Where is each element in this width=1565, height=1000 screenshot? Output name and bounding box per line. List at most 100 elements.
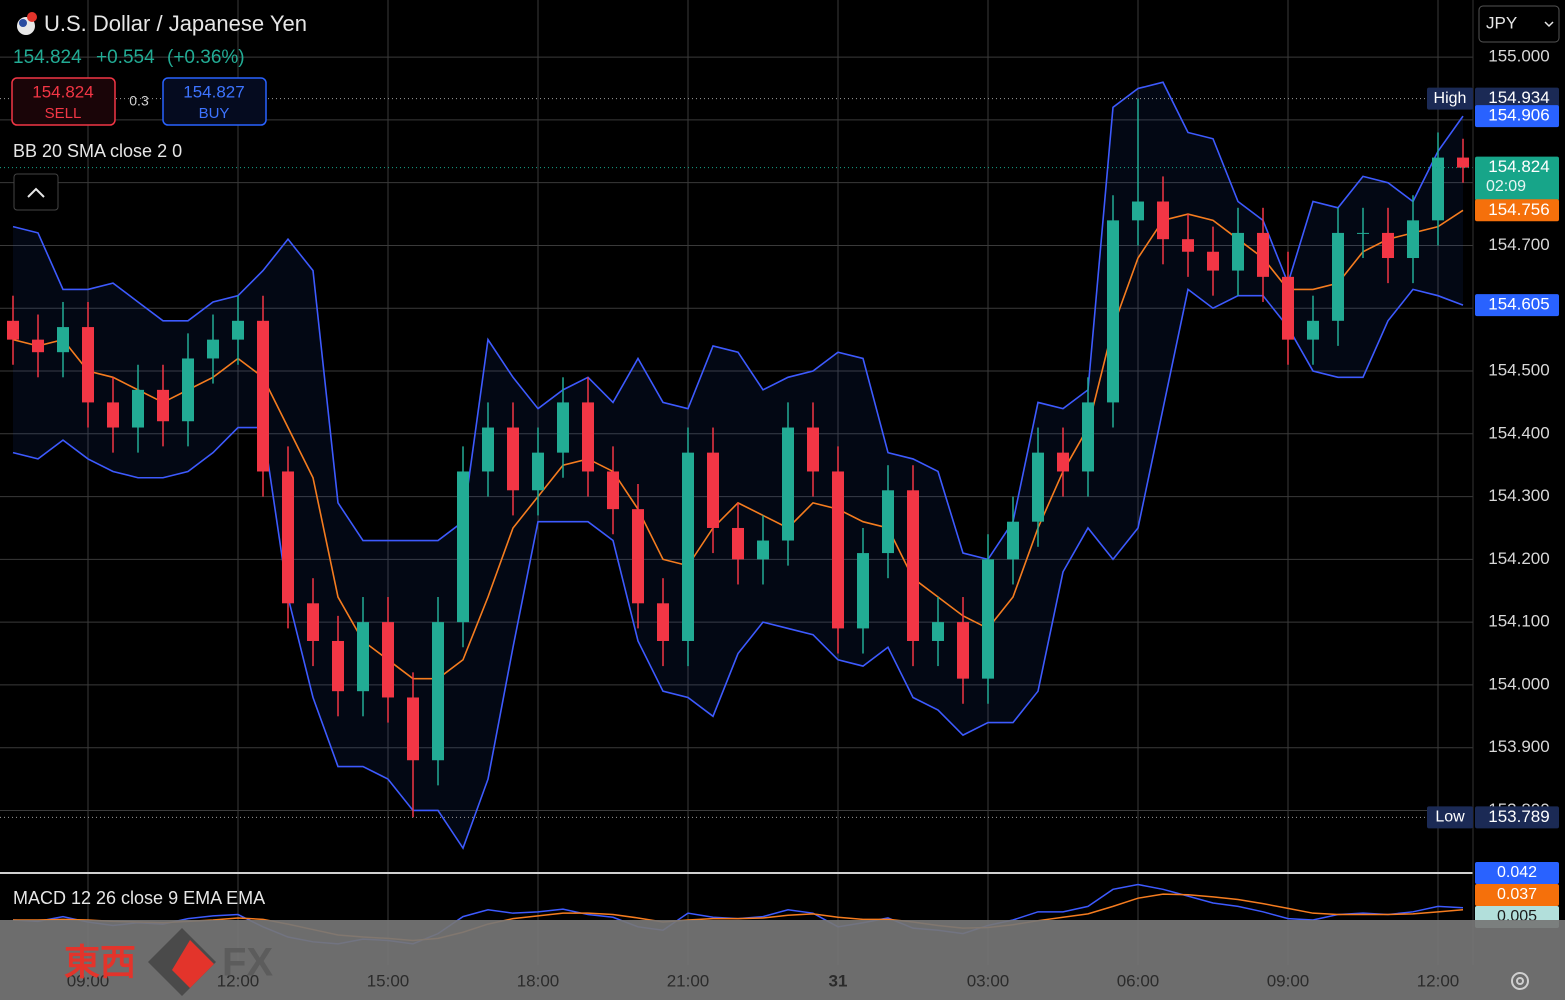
candle-body [707, 452, 719, 528]
candle-body [1407, 220, 1419, 259]
candle-body [582, 402, 594, 472]
y-tick-label: 155.000 [1488, 47, 1549, 66]
y-tick-label: 153.900 [1488, 737, 1549, 756]
candle-body [357, 622, 369, 692]
y-tick-label: 154.300 [1488, 486, 1549, 505]
candle-body [232, 320, 244, 340]
sell-price: 154.824 [32, 82, 93, 101]
candle-body [1257, 232, 1269, 277]
watermark-logo [148, 928, 216, 996]
candle-body [1157, 201, 1169, 240]
candle-body [1282, 276, 1294, 340]
candle-body [782, 427, 794, 541]
candle-body [957, 622, 969, 679]
flag-icon [17, 12, 37, 35]
y-tick-label: 154.200 [1488, 549, 1549, 568]
candle-body [732, 527, 744, 560]
price-label-box [1475, 806, 1559, 829]
settings-button[interactable] [1511, 972, 1529, 990]
y-tick-label: 154.100 [1488, 612, 1549, 631]
x-tick-label: 31 [829, 971, 848, 990]
candle-body [1132, 201, 1144, 221]
candle-body [1432, 157, 1444, 221]
candle-body [257, 320, 269, 472]
candle-body [107, 402, 119, 428]
candle-body [1057, 452, 1069, 472]
candle-body [1082, 402, 1094, 472]
candle-body [1232, 232, 1244, 271]
candle-body [632, 509, 644, 604]
x-tick-label: 18:00 [517, 971, 560, 990]
candle-body [457, 471, 469, 623]
buy-price: 154.827 [183, 82, 244, 101]
price-label-box [1475, 294, 1559, 317]
x-tick-label: 06:00 [1117, 971, 1160, 990]
price-label: 154.824 [1488, 157, 1549, 176]
candle-body [857, 553, 869, 629]
macd-readout: 0.042 [1497, 864, 1537, 881]
candle-body [482, 427, 494, 472]
candle-body [932, 622, 944, 641]
x-tick-label: 09:00 [67, 971, 110, 990]
candle-body [32, 339, 44, 353]
price-change-pct: (+0.36%) [167, 47, 245, 68]
x-tick-label: 12:00 [217, 971, 260, 990]
candle-body [1207, 251, 1219, 271]
macd-readout: 0.037 [1497, 886, 1537, 903]
candle-body [682, 452, 694, 641]
bb-indicator-label: BB 20 SMA close 2 0 [13, 141, 182, 161]
candle-body [307, 603, 319, 641]
candle-body [1382, 232, 1394, 259]
macd-readout-box [1475, 884, 1559, 906]
macd-readout-box [1475, 862, 1559, 884]
candle-body [132, 389, 144, 428]
candle-body [657, 603, 669, 641]
collapse-button[interactable] [13, 173, 59, 211]
candle-body [282, 471, 294, 604]
price-tag-box [1427, 87, 1473, 110]
bb-lower [12, 288, 1464, 850]
y-tick-label: 154.700 [1488, 235, 1549, 254]
countdown-label: 02:09 [1486, 178, 1526, 195]
candle-body [832, 471, 844, 629]
watermark-fx: FX [222, 941, 273, 985]
buy-button[interactable]: 154.827 BUY [162, 77, 267, 126]
candle-body [1357, 232, 1369, 234]
price-label-box [1475, 87, 1559, 110]
candle-body [82, 327, 94, 403]
currency-label: JPY [1486, 13, 1517, 32]
price-tag: Low [1435, 809, 1465, 826]
x-tick-label: 12:00 [1417, 971, 1460, 990]
price-label-box [1475, 105, 1559, 128]
candle-body [207, 339, 219, 359]
candle-body [1032, 452, 1044, 522]
candle-body [557, 402, 569, 453]
candle-body [157, 389, 169, 422]
candle-body [432, 622, 444, 761]
price-tag: High [1434, 90, 1467, 107]
y-tick-label: 154.500 [1488, 361, 1549, 380]
y-tick-label: 154.000 [1488, 674, 1549, 693]
price-label-box [1475, 199, 1559, 222]
watermark-cn: 東西 [64, 942, 136, 983]
candle-body [57, 327, 69, 353]
price-label: 154.906 [1488, 106, 1549, 125]
price-label: 154.934 [1488, 88, 1549, 107]
price-label: 154.756 [1488, 200, 1549, 219]
candle-body [1007, 521, 1019, 560]
sell-button[interactable]: 154.824 SELL [11, 77, 116, 126]
price-label: 154.605 [1488, 295, 1549, 314]
candle-body [507, 427, 519, 491]
candle-body [882, 490, 894, 554]
candle-body [382, 622, 394, 698]
x-tick-label: 21:00 [667, 971, 710, 990]
buy-label: BUY [199, 105, 230, 122]
candle-body [607, 471, 619, 510]
candle-body [532, 452, 544, 491]
candle-body [757, 540, 769, 560]
bottom-band [0, 920, 1565, 1000]
currency-selector[interactable]: JPY [1478, 5, 1560, 43]
candle-body [982, 559, 994, 679]
candle-body [1307, 320, 1319, 340]
